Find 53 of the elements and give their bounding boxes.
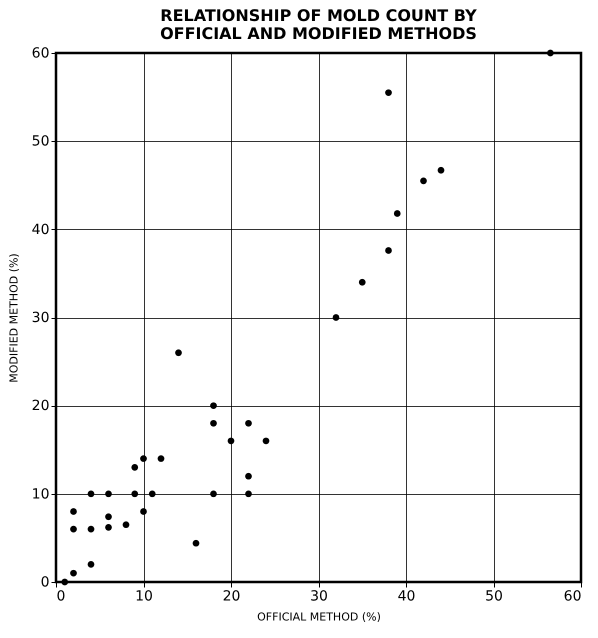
point: [148, 490, 156, 498]
y-tick-label: 50: [32, 134, 50, 150]
point: [131, 464, 138, 471]
point: [192, 540, 200, 547]
point: [262, 438, 270, 444]
point: [438, 166, 444, 174]
point: [175, 349, 182, 356]
y-tick-label: 40: [32, 222, 50, 238]
point: [245, 490, 252, 498]
point: [70, 570, 77, 577]
point: [420, 177, 427, 184]
text: OFFICIAL AND MODIFIED METHODS: [160, 24, 477, 43]
point: [105, 524, 112, 531]
point: [385, 247, 392, 254]
y-tick-label: 20: [32, 398, 50, 414]
point: [358, 278, 366, 286]
point: [385, 89, 392, 96]
point: [210, 402, 217, 410]
point: [332, 314, 340, 321]
text: RELATIONSHIP OF MOLD COUNT BY: [160, 6, 477, 25]
y-axis-title: MODIFIED METHOD (%): [8, 253, 21, 383]
x-tick-label: 20: [222, 588, 240, 604]
x-axis-title: OFFICIAL METHOD (%): [257, 610, 381, 624]
x-tick-label: 30: [310, 588, 328, 604]
point: [210, 420, 217, 427]
x-tick-label: 10: [135, 588, 153, 604]
x-tick-label: 40: [398, 588, 416, 604]
point: [88, 490, 94, 498]
y-tick-label: 30: [32, 310, 50, 326]
point: [105, 490, 112, 498]
point: [122, 521, 130, 528]
y-tick-label: 60: [32, 46, 50, 62]
point: [61, 578, 68, 586]
point: [158, 455, 164, 462]
point: [245, 472, 252, 480]
point: [210, 490, 217, 498]
point: [394, 210, 401, 217]
point: [140, 508, 147, 515]
point: [547, 50, 554, 56]
y-tick-label: 10: [32, 486, 50, 502]
point: [105, 513, 112, 520]
point: [88, 561, 94, 568]
y-tick-label: 0: [40, 574, 50, 590]
point: [88, 526, 94, 532]
x-tick-label: 60: [564, 588, 582, 604]
x-tick-label: 50: [485, 588, 503, 604]
point: [245, 420, 252, 427]
point: [131, 490, 138, 498]
point: [140, 455, 147, 462]
x-tick-label: 0: [56, 588, 66, 604]
point: [70, 526, 77, 532]
point: [228, 438, 234, 444]
point: [70, 508, 77, 515]
